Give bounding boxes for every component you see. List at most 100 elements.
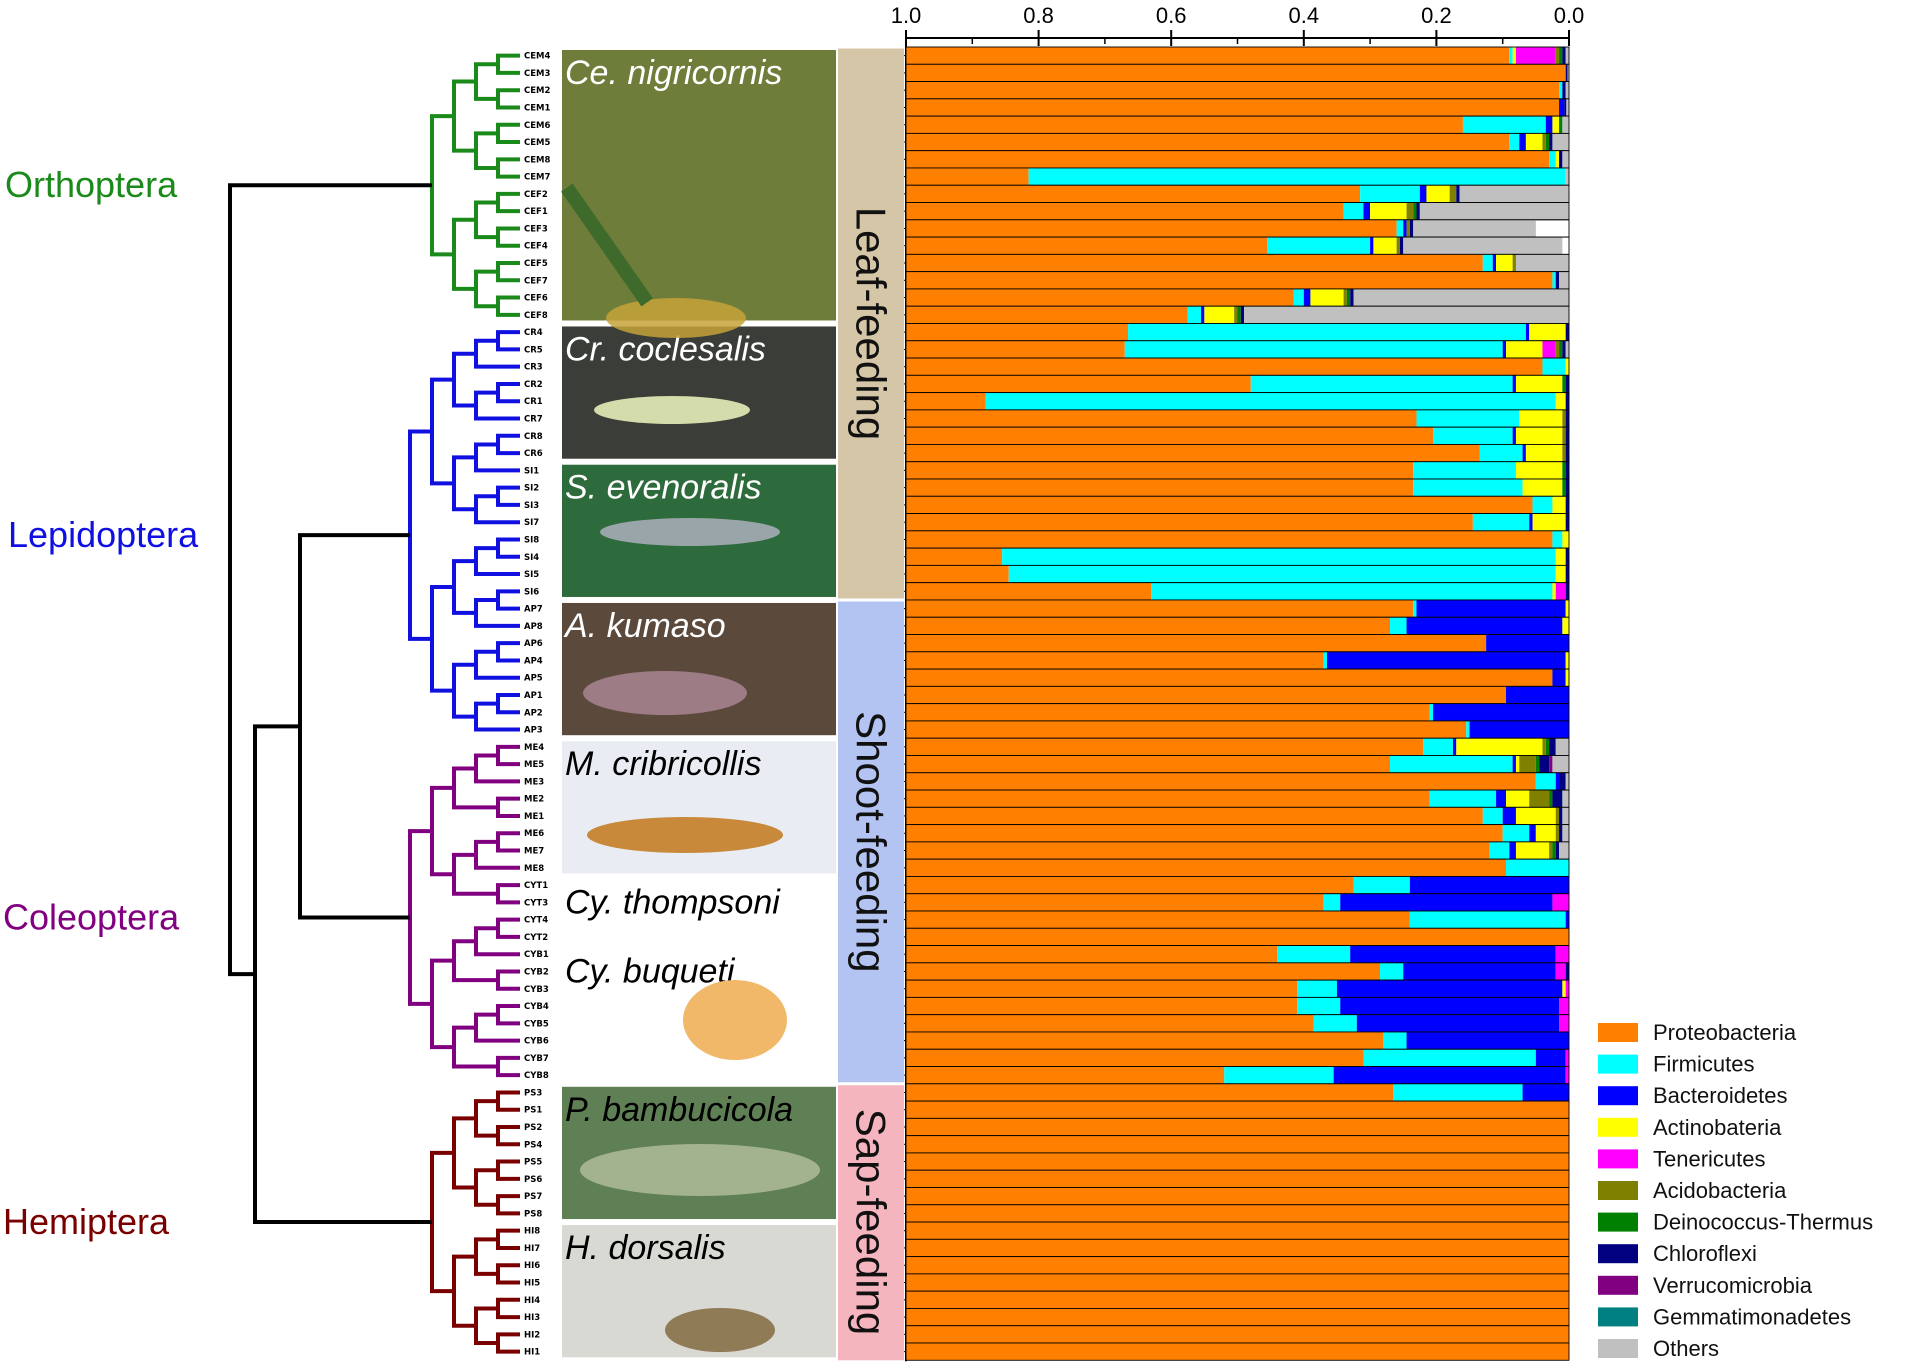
sample-label-PS4: PS4 <box>524 1140 542 1150</box>
bar-segment-proteobacteria <box>906 617 1390 635</box>
bar-segment-chloroflexi <box>1565 444 1569 462</box>
sample-label-SI2: SI2 <box>524 484 539 494</box>
bar-segment-chloroflexi <box>1559 150 1563 168</box>
tree-branch <box>496 537 520 559</box>
bar-row-SI2 <box>902 478 1570 497</box>
bar-segment-bacteroidetes <box>1496 790 1507 808</box>
bar-row-CR3 <box>902 357 1570 376</box>
sample-label-CEM4: CEM4 <box>524 52 551 62</box>
bar-segment-actinobateria <box>1565 669 1569 687</box>
x-tick-label: 0.8 <box>1023 3 1054 28</box>
species-name: Cy. buqueti <box>565 953 736 991</box>
bar-segment-proteobacteria <box>906 565 1009 583</box>
tree-branch <box>496 796 520 818</box>
bar-segment-firmicutes <box>1008 565 1556 583</box>
bar-row-AP8 <box>902 616 1570 635</box>
bar-segment-others <box>1559 271 1569 289</box>
sample-label-HI4: HI4 <box>524 1296 540 1306</box>
bar-segment-acidobacteria <box>1406 219 1410 238</box>
bar-segment-proteobacteria <box>906 479 1414 497</box>
bar-segment-tenericutes <box>1542 340 1556 359</box>
bar-segment-deinococcus-thermus <box>1559 116 1563 134</box>
bar-segment-proteobacteria <box>906 807 1483 825</box>
sample-label-ME6: ME6 <box>524 829 544 839</box>
bar-segment-actinobateria <box>1519 409 1563 428</box>
tree-branch <box>496 1090 520 1112</box>
bar-segment-chloroflexi <box>1565 409 1569 428</box>
bar-segment-bacteroidetes <box>1502 807 1516 825</box>
bar-segment-firmicutes <box>1267 237 1371 255</box>
bar-segment-actinobateria <box>1555 565 1566 583</box>
bar-segment-actinobateria <box>1555 392 1566 410</box>
bar-segment-actinobateria <box>1562 530 1569 549</box>
bar-segment-tenericutes <box>1555 962 1566 981</box>
bar-segment-bacteroidetes <box>1336 980 1563 998</box>
bar-segment-deinococcus-thermus <box>1562 375 1566 393</box>
species-panel: M. cribricollis <box>562 741 836 874</box>
bar-segment-firmicutes <box>1482 807 1503 825</box>
bar-segment-bacteroidetes <box>1486 634 1569 652</box>
bar-segment-bacteroidetes <box>1522 444 1526 462</box>
larva-shape <box>587 817 783 853</box>
bar-segment-proteobacteria <box>906 651 1324 670</box>
tree-branch <box>496 433 520 456</box>
bar-segment-chloroflexi <box>1350 288 1354 307</box>
bar-row-ME6 <box>902 824 1570 843</box>
sample-label-CR2: CR2 <box>524 380 543 390</box>
bar-segment-proteobacteria <box>906 841 1490 860</box>
bar-row-AP6 <box>902 634 1570 653</box>
sample-label-CR1: CR1 <box>524 397 543 407</box>
bar-segment-bacteroidetes <box>1512 427 1516 445</box>
bar-segment-firmicutes <box>1502 824 1530 842</box>
tree-branch <box>452 559 476 615</box>
tree-branch <box>496 1297 520 1320</box>
bar-segment-others <box>1565 772 1569 791</box>
bar-row-PS5 <box>902 1152 1570 1171</box>
feeding-guilds: Leaf-feeding Shoot-feeding Sap-feeding <box>838 45 904 1361</box>
species-name: Cy. thompsoni <box>565 883 781 921</box>
legend-item-acidobacteria: Acidobacteria <box>1598 1178 1787 1203</box>
sample-label-CYB3: CYB3 <box>524 985 549 995</box>
species-name: S. evenoralis <box>565 469 762 507</box>
bar-segment-proteobacteria <box>906 962 1381 981</box>
bar-segment-firmicutes <box>1002 548 1556 566</box>
bar-segment-actinobateria <box>1535 824 1556 842</box>
bar-segment-chloroflexi <box>1552 790 1563 808</box>
bar-segment-proteobacteria <box>906 738 1424 756</box>
tree-branch <box>474 1306 498 1345</box>
bar-segment-proteobacteria <box>906 997 1298 1015</box>
tree-branch <box>430 377 454 486</box>
bar-segment-acidobacteria <box>1562 444 1566 462</box>
bar-segment-acidobacteria <box>1555 47 1560 65</box>
sample-label-ME1: ME1 <box>524 812 544 822</box>
legend-label: Others <box>1653 1336 1719 1361</box>
tree-branch <box>496 261 520 283</box>
photo-decorations <box>561 183 820 1352</box>
sample-label-CEM8: CEM8 <box>524 155 551 165</box>
tree-branch <box>496 693 520 715</box>
bar-row-AP7 <box>902 599 1570 618</box>
legend-item-firmicutes: Firmicutes <box>1598 1052 1754 1077</box>
bar-segment-proteobacteria <box>906 1014 1314 1032</box>
bar-segment-actinobateria <box>1522 479 1563 497</box>
bar-segment-tenericutes <box>1555 582 1566 600</box>
tree-branch <box>496 191 520 214</box>
bar-row-CYB5 <box>902 1014 1570 1033</box>
bar-segment-proteobacteria <box>906 375 1251 393</box>
bar-segment-firmicutes <box>1128 323 1526 341</box>
bar-segment-bacteroidetes <box>1552 669 1566 687</box>
bar-segment-proteobacteria <box>906 1066 1225 1084</box>
bar-segment-firmicutes <box>1224 1066 1334 1084</box>
tree-branch <box>430 585 454 693</box>
bar-segment-others <box>1562 807 1569 825</box>
bar-segment-proteobacteria <box>906 945 1278 963</box>
bar-segment-firmicutes <box>1383 1031 1407 1050</box>
bar-segment-firmicutes <box>1028 167 1566 186</box>
bar-segment-firmicutes <box>1277 945 1351 963</box>
x-tick-label: 1.0 <box>891 3 922 28</box>
bar-segment-bacteroidetes <box>1340 893 1553 911</box>
bar-segment-others <box>1244 306 1569 324</box>
bar-segment-tenericutes <box>1552 893 1569 911</box>
bar-segment-verrucomicrobia <box>1549 755 1553 773</box>
bar-row-CYT1 <box>902 875 1570 895</box>
